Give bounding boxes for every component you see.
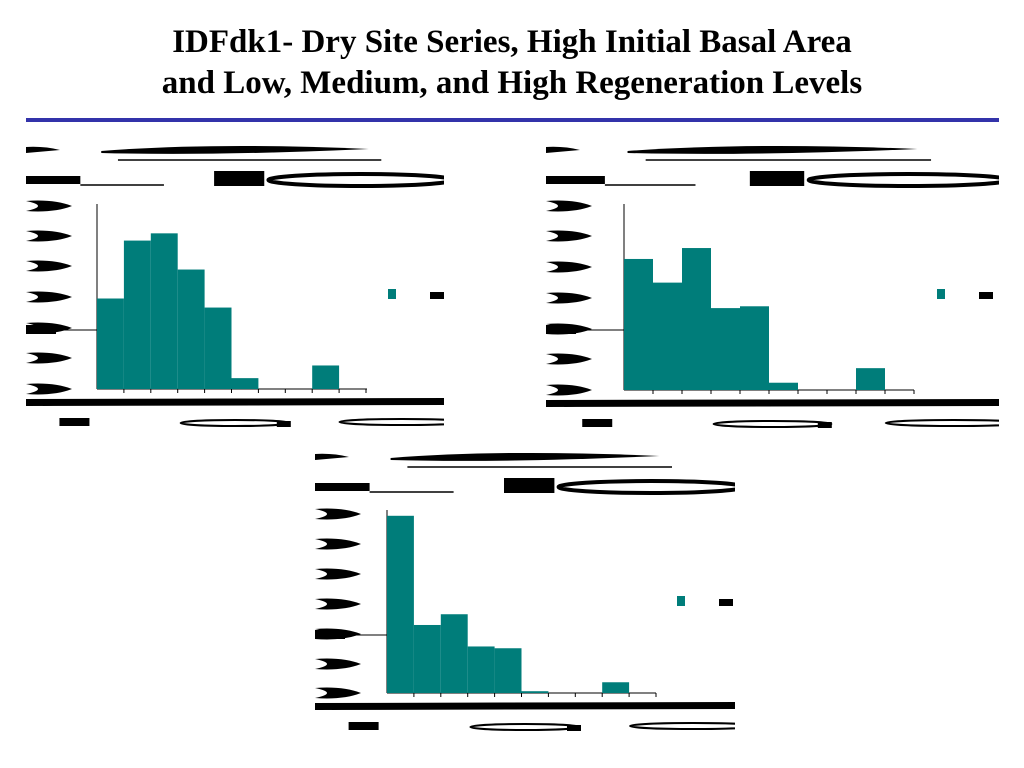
garbled-y-tick-label (546, 230, 592, 242)
garbled-caption-glyph (712, 420, 833, 428)
garbled-caption-glyph (338, 418, 444, 426)
garbled-y-tick-label (546, 261, 592, 273)
legend-swatch (937, 289, 945, 299)
garbled-y-tick-label (546, 384, 592, 396)
legend-marker (719, 599, 733, 606)
garbled-y-tick-label (546, 292, 592, 304)
garbled-header-glyph (546, 146, 580, 153)
garbled-header-glyph (806, 172, 999, 188)
garbled-header-glyph (390, 452, 660, 461)
bar (856, 368, 885, 390)
garbled-y-tick-label (546, 353, 592, 365)
garbled-caption-glyph (59, 418, 90, 426)
garbled-header-glyph (266, 172, 444, 188)
bar (521, 691, 549, 693)
bar (494, 648, 522, 693)
garbled-caption-glyph (179, 419, 291, 427)
garbled-y-tick-label (315, 538, 361, 550)
legend-marker (979, 292, 993, 299)
garbled-y-axis-title (26, 325, 56, 334)
bar (204, 307, 232, 389)
slide-title: IDFdk1- Dry Site Series, High Initial Ba… (0, 22, 1024, 104)
garbled-y-tick-label (26, 260, 72, 272)
chart-panel-low-regeneration (26, 143, 444, 433)
garbled-header-glyph (749, 171, 805, 186)
bar (440, 614, 468, 693)
garbled-header-glyph (26, 146, 60, 153)
bar (682, 248, 711, 390)
histogram-chart (315, 452, 735, 731)
bar (123, 240, 151, 389)
garbled-y-tick-label (315, 598, 361, 610)
garbled-y-tick-label (26, 200, 72, 212)
bar (177, 269, 205, 389)
garbled-caption-glyph (629, 722, 735, 730)
garbled-y-tick-label (546, 200, 592, 212)
bar (150, 233, 178, 389)
garbled-header-glyph (556, 479, 735, 495)
bar (653, 282, 682, 390)
bar (97, 298, 124, 389)
garbled-y-tick-label (26, 230, 72, 242)
bar (413, 624, 441, 693)
garbled-header-glyph (26, 176, 81, 184)
garbled-y-tick-label (26, 352, 72, 364)
chart-panel-medium-regeneration (546, 143, 999, 433)
bar (312, 365, 340, 389)
chart-panel-high-regeneration (315, 450, 735, 735)
garbled-header-glyph (504, 478, 555, 493)
bar (624, 258, 653, 390)
garbled-y-tick-label (315, 508, 361, 520)
title-rule (26, 118, 999, 122)
garbled-header-glyph (546, 176, 605, 184)
histogram-chart (546, 145, 999, 428)
bar (602, 682, 630, 693)
garbled-y-tick-label (26, 383, 72, 395)
garbled-header-glyph (214, 171, 265, 186)
garbled-header-glyph (627, 145, 918, 154)
garbled-x-tick-labels (331, 702, 735, 710)
garbled-y-tick-label (315, 687, 361, 699)
garbled-y-tick-label (315, 658, 361, 670)
slide-title-line-2: and Low, Medium, and High Regeneration L… (161, 65, 863, 101)
garbled-caption-glyph (582, 419, 613, 427)
garbled-caption-glyph (348, 722, 379, 730)
slide-title-line-1: IDFdk1- Dry Site Series, High Initial Ba… (172, 24, 852, 60)
legend-swatch (388, 289, 396, 299)
garbled-header-glyph (315, 483, 370, 491)
garbled-caption-glyph (469, 723, 581, 731)
histogram-chart (26, 145, 444, 427)
garbled-caption-glyph (817, 422, 832, 428)
garbled-caption-glyph (276, 421, 291, 427)
garbled-y-axis-title (315, 630, 345, 639)
garbled-x-tick-labels (42, 398, 444, 406)
garbled-x-tick-labels (564, 399, 999, 407)
garbled-header-glyph (315, 453, 349, 460)
garbled-y-tick-label (26, 291, 72, 303)
bar (740, 306, 769, 390)
bar (467, 646, 495, 693)
bar (769, 382, 798, 390)
garbled-header-glyph (101, 145, 369, 154)
bar (387, 515, 414, 693)
bar (231, 378, 259, 389)
garbled-caption-glyph (884, 419, 999, 427)
bar (711, 308, 740, 390)
legend-marker (430, 292, 444, 299)
garbled-y-tick-label (315, 568, 361, 580)
garbled-caption-glyph (567, 725, 581, 731)
garbled-y-axis-title (546, 325, 576, 334)
legend-swatch (677, 596, 685, 606)
